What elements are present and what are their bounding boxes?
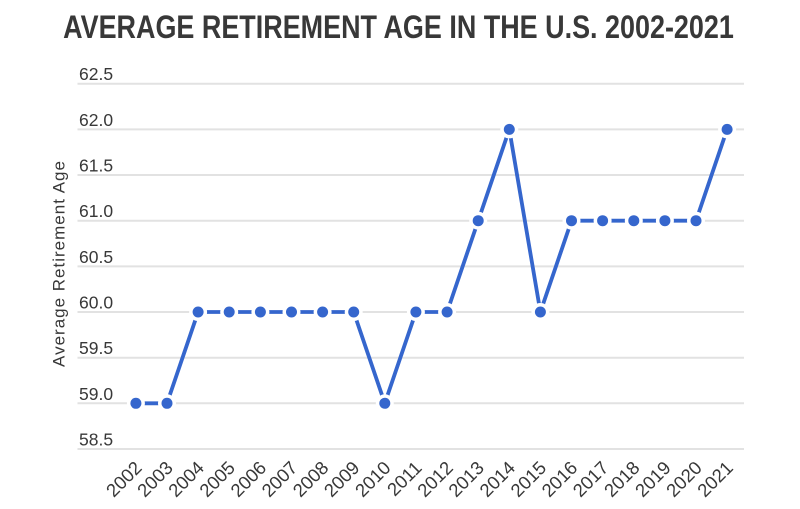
svg-text:58.5: 58.5 <box>79 430 113 450</box>
svg-text:59.0: 59.0 <box>79 384 113 404</box>
svg-text:61.0: 61.0 <box>79 201 113 221</box>
svg-text:62.5: 62.5 <box>79 64 113 84</box>
svg-text:59.5: 59.5 <box>79 338 113 358</box>
svg-text:60.5: 60.5 <box>79 247 113 267</box>
svg-text:AVERAGE RETIREMENT AGE IN THE: AVERAGE RETIREMENT AGE IN THE U.S. 2002-… <box>63 10 734 46</box>
svg-text:62.0: 62.0 <box>79 110 113 130</box>
svg-text:61.5: 61.5 <box>79 156 113 176</box>
svg-text:60.0: 60.0 <box>79 293 113 313</box>
svg-text:Average Retirement Age: Average Retirement Age <box>50 160 69 367</box>
